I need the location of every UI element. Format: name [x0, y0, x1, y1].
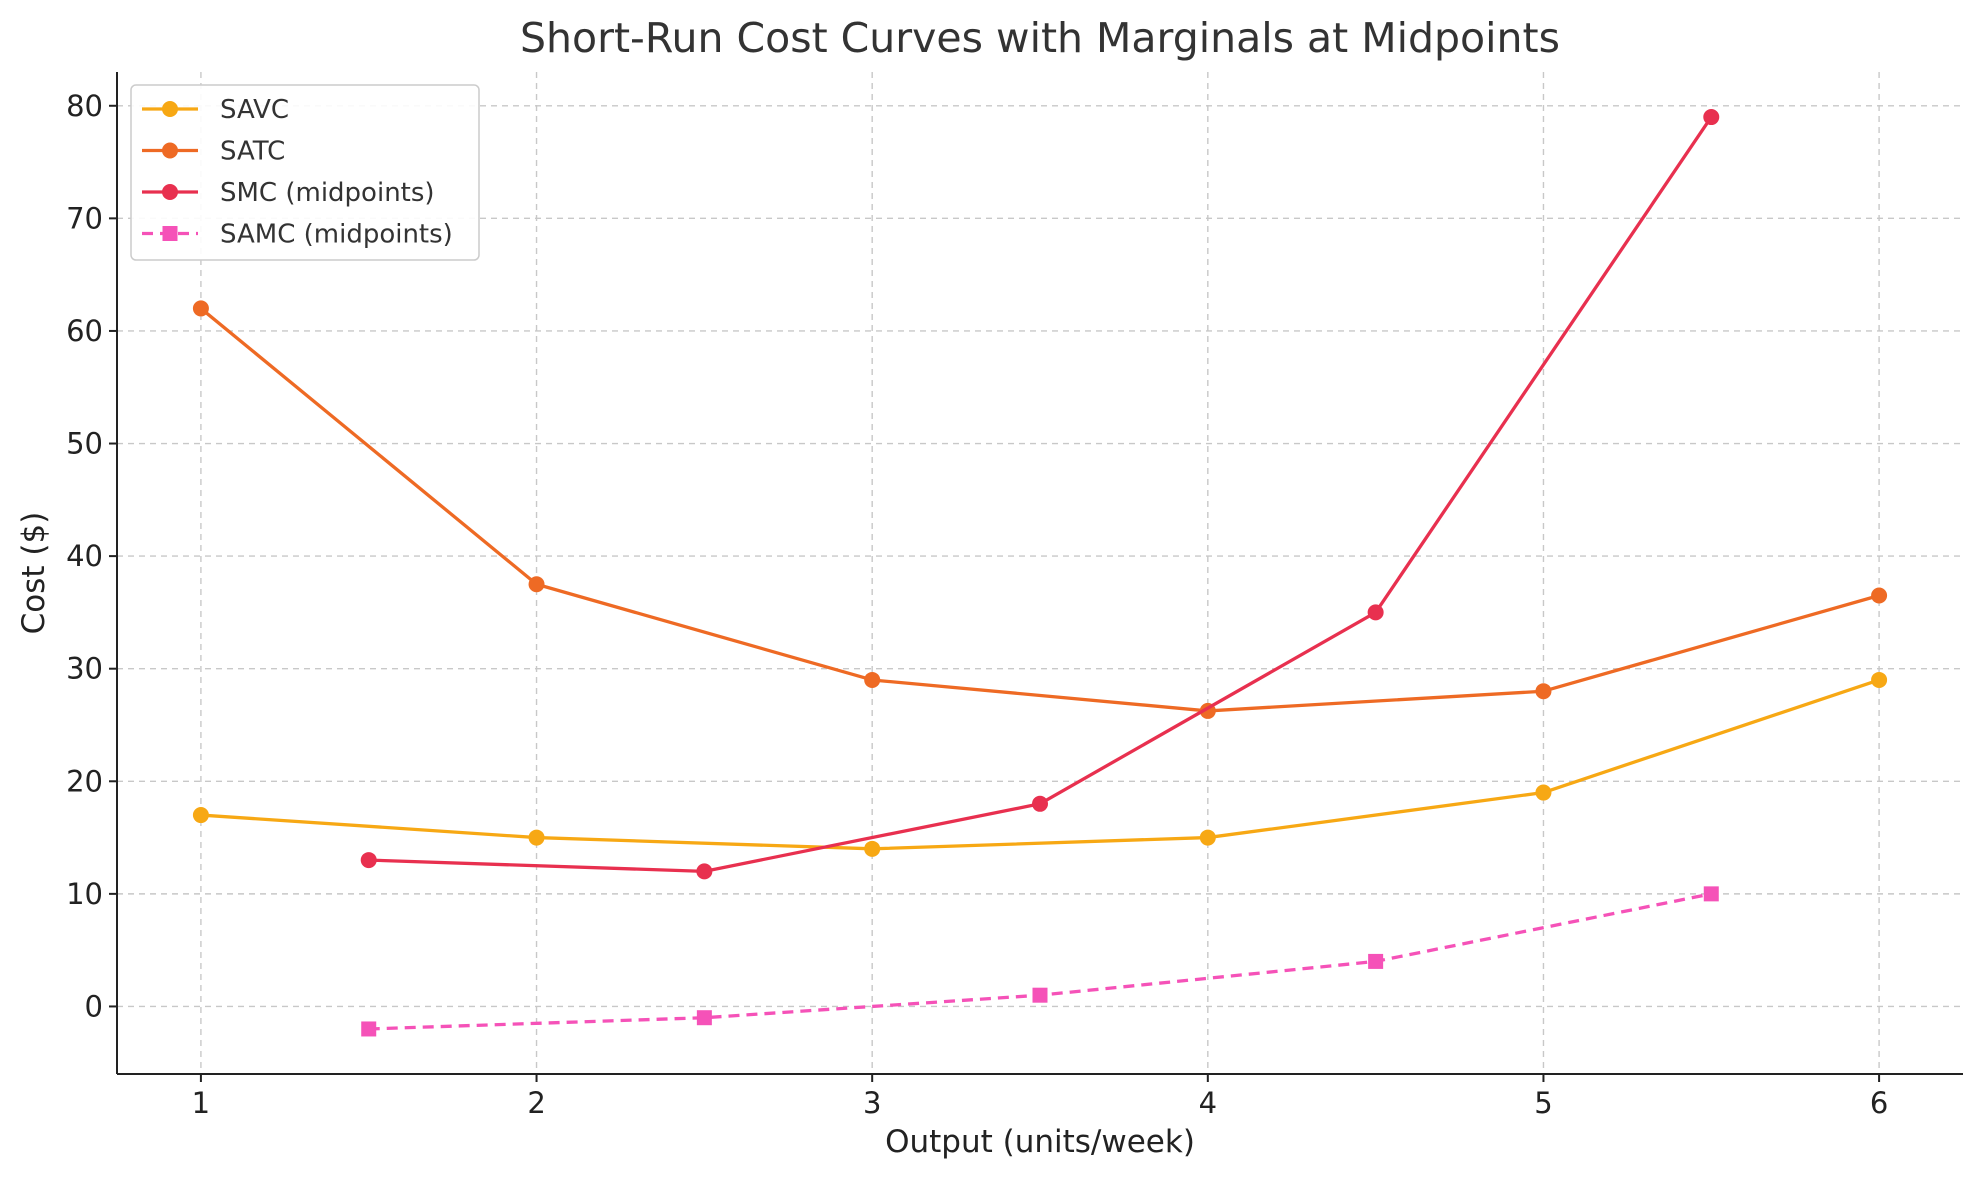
legend-marker — [162, 184, 178, 200]
data-point — [696, 863, 713, 880]
legend-marker — [162, 142, 178, 159]
legend-item-samc-midpoints: SAMC (midpoints) — [142, 220, 453, 250]
data-point — [192, 807, 209, 824]
series-line — [199, 307, 1880, 713]
y-axis-label: Cost ($) — [16, 512, 52, 635]
series-line — [368, 116, 1713, 873]
legend-label: SAVC — [220, 95, 289, 125]
grid — [117, 72, 1963, 1074]
legend-marker — [162, 226, 178, 241]
y-tick-label: 80 — [66, 89, 103, 123]
data-point — [360, 852, 377, 869]
series-samc-midpoints — [361, 886, 1719, 1037]
y-tick-label: 50 — [66, 427, 103, 461]
legend-label: SAMC (midpoints) — [220, 220, 453, 250]
data-point — [361, 1021, 377, 1037]
legend-label: SATC — [220, 137, 285, 167]
series-line — [368, 892, 1712, 1031]
data-point — [1871, 671, 1888, 688]
y-tick-label: 20 — [66, 764, 103, 798]
data-point — [1199, 829, 1216, 846]
data-point — [1703, 886, 1719, 902]
x-axis-label: Output (units/week) — [885, 1124, 1195, 1160]
data-point — [1871, 587, 1888, 604]
data-point — [1032, 987, 1048, 1003]
y-tick-label: 70 — [66, 201, 103, 235]
legend-marker — [162, 101, 178, 117]
data-point — [864, 671, 881, 688]
data-point — [1368, 953, 1384, 969]
y-tick-label: 30 — [66, 652, 103, 686]
data-point — [1367, 604, 1384, 621]
legend-item-smc-midpoints: SMC (midpoints) — [142, 178, 435, 208]
series-satc — [192, 300, 1888, 719]
data-point — [1535, 784, 1552, 801]
series-line — [200, 678, 1880, 851]
data-point — [1535, 683, 1552, 700]
legend: SAVC SATC SMC (midpoints) SAMC (midpoints) — [130, 84, 480, 261]
x-tick-label: 5 — [1534, 1086, 1552, 1120]
y-tick-label: 10 — [66, 877, 103, 911]
legend-item-savc: SAVC — [142, 95, 289, 125]
series-smc-midpoints — [360, 109, 1720, 880]
x-tick-label: 3 — [863, 1086, 881, 1120]
x-tick-label: 2 — [527, 1086, 545, 1120]
x-ticks: 1 2 3 4 5 6 — [192, 1074, 1888, 1120]
data-point — [528, 576, 545, 593]
y-ticks: 0 10 20 30 40 50 60 70 80 — [66, 89, 117, 1023]
plot-series — [192, 109, 1888, 1037]
x-tick-label: 4 — [1199, 1086, 1217, 1120]
legend-box — [130, 84, 480, 261]
axes — [116, 72, 1963, 1075]
y-tick-label: 40 — [66, 539, 103, 573]
y-tick-label: 0 — [85, 989, 103, 1023]
x-tick-label: 6 — [1870, 1086, 1888, 1120]
data-point — [864, 840, 881, 857]
legend-label: SMC (midpoints) — [220, 178, 435, 208]
y-tick-label: 60 — [66, 314, 103, 348]
legend-item-satc: SATC — [142, 137, 285, 167]
chart-title: Short-Run Cost Curves with Marginals at … — [520, 14, 1560, 62]
data-point — [696, 1010, 712, 1026]
data-point — [192, 300, 209, 317]
series-savc — [192, 671, 1888, 857]
x-tick-label: 1 — [192, 1086, 210, 1120]
data-point — [1032, 795, 1048, 812]
data-point — [1703, 109, 1720, 126]
data-point — [528, 829, 545, 846]
